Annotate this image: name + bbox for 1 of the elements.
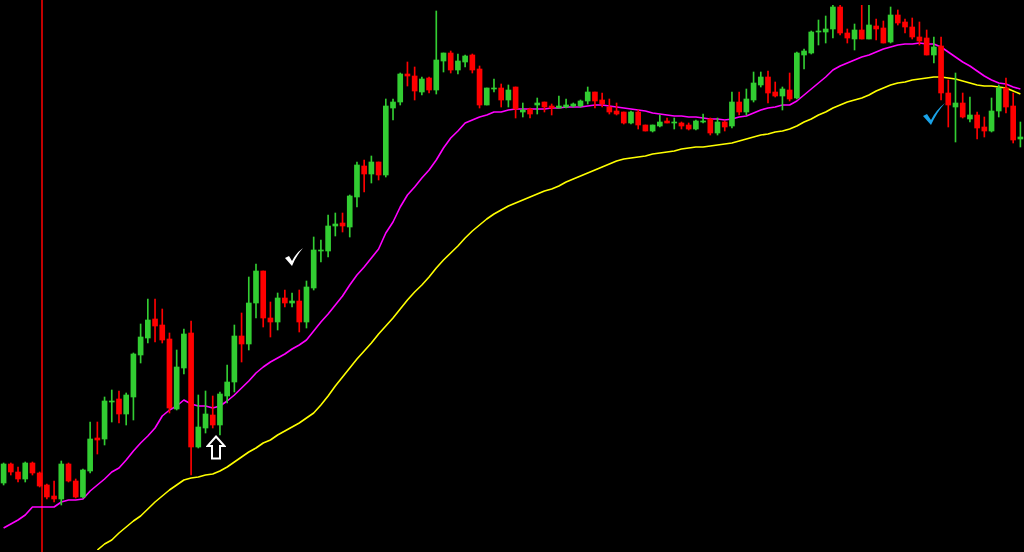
candlestick	[967, 96, 973, 123]
